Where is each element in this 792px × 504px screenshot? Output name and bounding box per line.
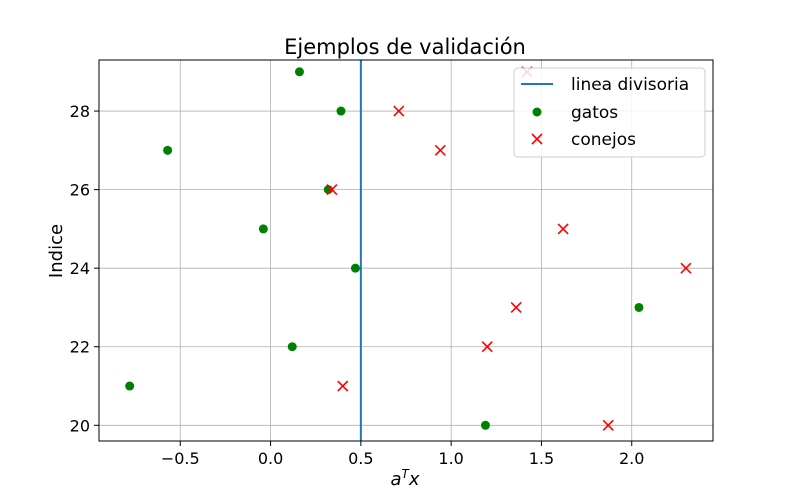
conejos-point: [557, 223, 569, 235]
x-tick-label: 0.5: [348, 449, 373, 468]
legend-conejos-marker: [531, 133, 543, 145]
gatos-point: [258, 224, 268, 234]
gatos-point: [480, 420, 490, 430]
x-axis-label: aTx: [390, 467, 419, 490]
y-tick-label: 26: [70, 181, 90, 200]
y-tick-label: 24: [70, 259, 90, 278]
x-tick-label: 2.0: [619, 449, 644, 468]
conejos-point: [337, 380, 349, 392]
y-tick-label: 22: [70, 338, 90, 357]
legend-gatos-marker: [532, 107, 542, 117]
conejos-point: [393, 105, 405, 117]
legend: linea divisoria gatos conejos: [513, 67, 706, 158]
legend-gatos-label: gatos: [571, 103, 618, 123]
gatos-point: [125, 381, 135, 391]
gatos-point: [294, 67, 304, 77]
plot-frame: [98, 59, 714, 442]
conejos-point: [602, 419, 614, 431]
points-layer: [125, 66, 692, 431]
y-axis-ticks: 20 22 24 26 28: [70, 102, 99, 435]
gatos-point: [287, 342, 297, 352]
legend-box: [513, 67, 706, 158]
gatos-point: [336, 106, 346, 116]
x-axis-ticks: −0.5 0.0 0.5 1.0 1.5 2.0: [161, 441, 644, 468]
gatos-point: [163, 145, 173, 155]
x-tick-label: 0.0: [258, 449, 283, 468]
conejos-point: [680, 262, 692, 274]
conejos-point: [326, 184, 338, 196]
y-axis-label: Indice: [46, 224, 67, 278]
legend-conejos-x: [531, 133, 543, 145]
legend-divider-label: linea divisoria: [571, 75, 689, 95]
conejos-point: [481, 341, 493, 353]
legend-conejos-label: conejos: [571, 130, 636, 150]
gatos-point: [634, 302, 644, 312]
y-tick-label: 28: [70, 102, 90, 121]
x-tick-label: 1.5: [529, 449, 554, 468]
chart-title: Ejemplos de validación: [284, 35, 526, 59]
y-tick-label: 20: [70, 416, 90, 435]
x-tick-label: −0.5: [161, 449, 200, 468]
x-tick-label: 1.0: [438, 449, 463, 468]
gatos-point: [350, 263, 360, 273]
conejos-point: [434, 144, 446, 156]
conejos-point: [510, 301, 522, 314]
